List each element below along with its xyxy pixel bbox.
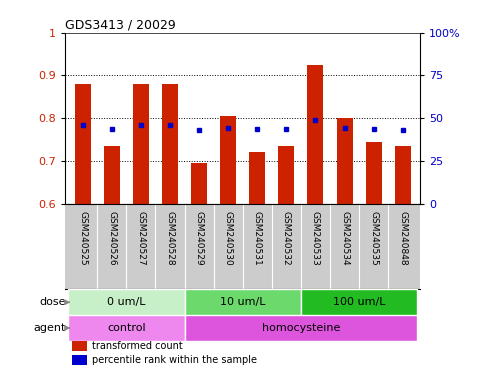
Bar <box>75 84 91 204</box>
Text: GSM240530: GSM240530 <box>224 211 233 265</box>
Text: GSM240533: GSM240533 <box>311 211 320 265</box>
Bar <box>308 65 324 204</box>
Bar <box>249 152 265 204</box>
Bar <box>104 146 120 204</box>
Text: GSM240525: GSM240525 <box>78 211 87 265</box>
Bar <box>395 146 411 204</box>
Text: control: control <box>107 323 146 333</box>
Bar <box>68 315 185 341</box>
Text: dose: dose <box>39 297 66 307</box>
Text: 10 um/L: 10 um/L <box>220 297 266 307</box>
Bar <box>301 290 417 315</box>
Text: GSM240526: GSM240526 <box>107 211 116 265</box>
Bar <box>191 163 207 204</box>
Bar <box>366 142 382 204</box>
Bar <box>337 118 353 204</box>
Bar <box>278 146 294 204</box>
Text: GSM240527: GSM240527 <box>136 211 145 265</box>
Text: GSM240535: GSM240535 <box>369 211 378 265</box>
Text: GSM240529: GSM240529 <box>195 211 203 265</box>
Text: agent: agent <box>33 323 66 333</box>
Text: 0 um/L: 0 um/L <box>107 297 145 307</box>
Text: GSM240848: GSM240848 <box>398 211 407 265</box>
Text: homocysteine: homocysteine <box>262 323 340 333</box>
Text: GSM240531: GSM240531 <box>253 211 262 265</box>
Text: GSM240534: GSM240534 <box>340 211 349 265</box>
Text: GSM240532: GSM240532 <box>282 211 291 265</box>
Bar <box>162 84 178 204</box>
Bar <box>68 290 185 315</box>
Text: GSM240528: GSM240528 <box>166 211 174 265</box>
Bar <box>72 355 86 365</box>
Bar <box>185 290 301 315</box>
Text: percentile rank within the sample: percentile rank within the sample <box>92 355 257 365</box>
Text: transformed count: transformed count <box>92 341 183 351</box>
Bar <box>185 315 417 341</box>
Text: 100 um/L: 100 um/L <box>333 297 385 307</box>
Bar <box>220 116 236 204</box>
Text: GDS3413 / 20029: GDS3413 / 20029 <box>65 18 176 31</box>
Bar <box>133 84 149 204</box>
Bar <box>72 341 86 351</box>
